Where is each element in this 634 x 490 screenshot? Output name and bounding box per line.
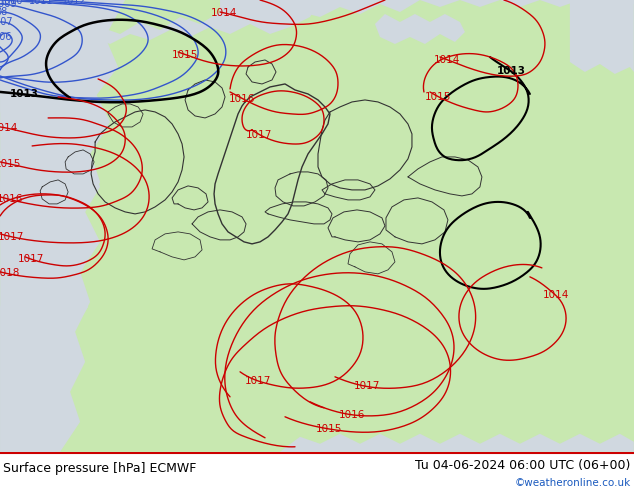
Polygon shape xyxy=(280,434,634,452)
Text: Surface pressure [hPa] ECMWF: Surface pressure [hPa] ECMWF xyxy=(3,463,197,475)
Text: 1018: 1018 xyxy=(0,269,20,278)
Text: 1017: 1017 xyxy=(354,382,380,392)
Text: 1014: 1014 xyxy=(543,291,569,300)
Text: ©weatheronline.co.uk: ©weatheronline.co.uk xyxy=(515,478,631,488)
Text: 1015: 1015 xyxy=(172,49,198,59)
Polygon shape xyxy=(570,0,634,74)
Text: 1011: 1011 xyxy=(29,0,53,6)
Text: 1007: 1007 xyxy=(0,17,13,27)
Polygon shape xyxy=(0,0,125,452)
Text: 1017: 1017 xyxy=(246,129,273,140)
Text: 1017: 1017 xyxy=(0,232,24,242)
Text: 1010: 1010 xyxy=(0,0,24,6)
Text: 1014: 1014 xyxy=(0,122,18,133)
Text: 1012: 1012 xyxy=(62,0,87,6)
Text: 1014: 1014 xyxy=(434,55,460,65)
Text: 1015: 1015 xyxy=(316,424,342,434)
Polygon shape xyxy=(375,14,465,44)
Text: 1015: 1015 xyxy=(0,159,21,169)
Polygon shape xyxy=(0,0,320,72)
Text: 1009: 1009 xyxy=(0,0,17,9)
Text: 1014: 1014 xyxy=(211,8,237,18)
Text: 1015: 1015 xyxy=(425,92,451,101)
Text: 1013: 1013 xyxy=(10,90,39,99)
Text: 1016: 1016 xyxy=(229,94,256,103)
Text: 1016: 1016 xyxy=(0,195,23,204)
Text: 1017: 1017 xyxy=(245,376,271,386)
Text: 1006: 1006 xyxy=(0,32,13,42)
Text: 1017: 1017 xyxy=(17,254,44,264)
Text: 1013: 1013 xyxy=(496,66,526,76)
Text: 08: 08 xyxy=(0,7,8,17)
Text: 1016: 1016 xyxy=(339,410,365,420)
Polygon shape xyxy=(220,0,634,22)
Text: Tu 04-06-2024 06:00 UTC (06+00): Tu 04-06-2024 06:00 UTC (06+00) xyxy=(415,459,631,472)
Polygon shape xyxy=(0,0,120,452)
